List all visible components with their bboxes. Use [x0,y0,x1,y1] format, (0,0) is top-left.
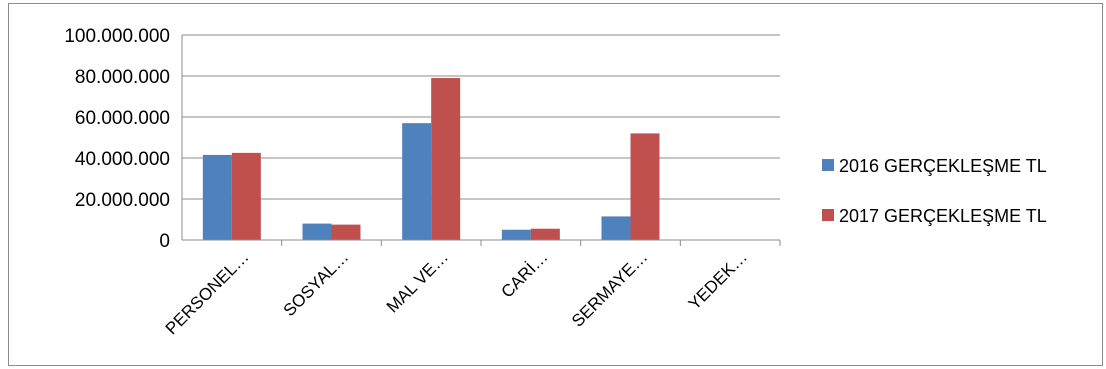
y-tick-label: 100.000.000 [64,26,170,47]
y-tick-label: 0 [159,231,170,252]
y-tick-label: 20.000.000 [75,190,170,211]
bar-series-2 [431,78,461,240]
legend-swatch [822,159,834,171]
x-tick-label: SOSYAL… [280,247,353,320]
legend-label: 2016 GERÇEKLEŞME TL [839,156,1047,176]
bar-series-1 [601,216,631,240]
y-tick-label: 80.000.000 [75,67,170,88]
legend-label: 2017 GERÇEKLEŞME TL [839,206,1047,226]
bar-series-1 [501,229,531,240]
axes [181,35,781,246]
legend-swatch [822,209,834,221]
bars [202,78,660,240]
bar-series-2 [331,224,361,240]
x-tick-label: MAL VE… [383,247,452,316]
x-tick-label: SERMAYE… [568,247,651,330]
gridlines [182,34,780,200]
legend: 2016 GERÇEKLEŞME TL 2017 GERÇEKLEŞME TL [822,156,1047,226]
bar-series-2 [530,228,560,240]
bar-series-1 [302,223,332,240]
y-tick-labels: 0 20.000.000 40.000.000 60.000.000 80.000.00… [64,26,170,252]
chart-frame [8,3,1103,366]
bar-series-2 [630,133,660,240]
x-tick-label: YEDEK… [685,247,751,313]
y-tick-label: 40.000.000 [75,149,170,170]
x-tick-label: CARİ… [497,247,551,301]
bar-series-2 [231,152,261,240]
x-tick-label: PERSONEL… [162,247,253,338]
bar-series-1 [202,154,232,240]
bar-series-1 [402,123,432,240]
y-tick-label: 60.000.000 [75,108,170,129]
x-tick-labels: PERSONEL… SOSYAL… MAL VE… CARİ… SERMAYE… YEDE… [162,247,751,338]
